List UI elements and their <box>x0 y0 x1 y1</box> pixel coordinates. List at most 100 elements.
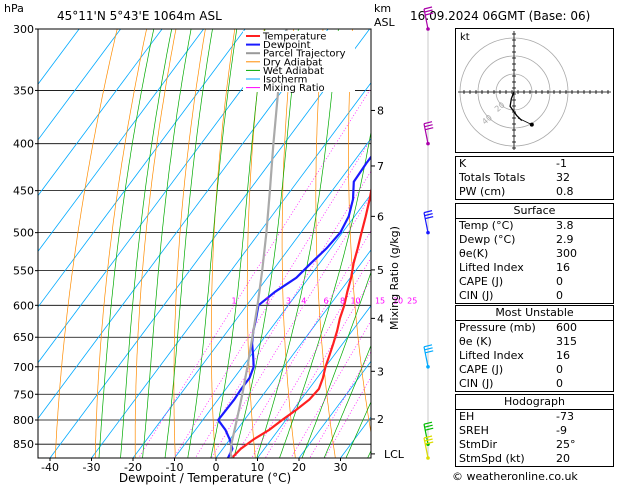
asl-label: ASL <box>374 16 396 29</box>
dry-adiabat-line <box>315 29 336 458</box>
temperature-tick-label: 30 <box>334 461 348 474</box>
stat-row: SREH -9 <box>456 424 613 438</box>
stat-row: CAPE (J) 0 <box>456 275 613 289</box>
wet-adiabat-line <box>164 29 213 458</box>
stat-label: Lifted Index <box>459 349 524 362</box>
stat-label: CAPE (J) <box>459 275 504 288</box>
temperature-tick-label: 20 <box>292 461 306 474</box>
legend-item-label: Dewpoint <box>263 40 311 51</box>
isotherm-line <box>38 29 121 141</box>
dry-adiabat-line <box>281 29 296 458</box>
mixing-ratio-line <box>290 320 371 458</box>
temperature-tick-label: 10 <box>251 461 265 474</box>
temperature-line <box>231 185 371 458</box>
hodograph-stats-title: Hodograph <box>504 395 565 408</box>
wet-adiabat-line <box>120 29 173 458</box>
isotherm-line <box>49 29 370 458</box>
pressure-tick-label: 300 <box>13 23 34 36</box>
stat-label: θe(K) <box>459 247 489 260</box>
mixing-ratio-line <box>138 87 371 458</box>
height-km-tick-label: 5 <box>377 264 384 277</box>
footer-credit[interactable]: © weatheronline.co.uk <box>452 470 578 483</box>
stat-value: 0.8 <box>556 185 574 198</box>
hodograph-trace <box>509 91 523 122</box>
pressure-tick-label: 550 <box>13 265 34 278</box>
stat-row: Pressure (mb) 600 <box>456 320 613 335</box>
mixing-ratio-label: 6 <box>324 296 329 305</box>
stat-row: CIN (J) 0 <box>456 289 613 303</box>
stat-row: PW (cm) 0.8 <box>456 185 613 199</box>
isotherm-line <box>298 360 371 458</box>
x-axis-label: Dewpoint / Temperature (°C) <box>119 471 291 485</box>
isotherm-line <box>38 29 204 252</box>
dewpoint-line <box>216 155 371 458</box>
stat-row: θe(K) 300 <box>456 247 613 261</box>
wet-adiabat-line <box>233 29 299 458</box>
legend-item-label: Isotherm <box>263 75 307 86</box>
stat-row: Lifted Index 16 <box>456 349 613 363</box>
stat-value: -73 <box>556 410 574 423</box>
pressure-tick-label: 650 <box>13 331 34 344</box>
surface-panel: Surface Temp (°C) 3.8 Dewp (°C) 2.9 θe(K) 300… <box>455 203 614 304</box>
legend-item-label: Temperature <box>262 32 326 43</box>
isotherm-line <box>91 82 371 458</box>
pressure-tick-label: 800 <box>13 414 34 427</box>
stat-label: Pressure (mb) <box>459 321 536 334</box>
dry-adiabat-line <box>411 29 456 458</box>
isotherm-line <box>38 29 287 364</box>
mixing-ratio-label: 1 <box>232 296 237 305</box>
stat-row: Lifted Index 16 <box>456 261 613 275</box>
stat-value: 0 <box>556 363 563 376</box>
dry-adiabat-line <box>134 29 177 458</box>
stat-value: 16 <box>556 261 570 274</box>
isotherm-line <box>38 29 246 308</box>
hodograph-stats-panel: Hodograph EH -73 SREH -9 StmDir 25° StmSpd (kt… <box>455 394 614 467</box>
stat-row: θe (K) 315 <box>456 335 613 349</box>
most-unstable-panel: Most Unstable Pressure (mb) 600 θe (K) 315 L… <box>455 305 614 392</box>
wet-adiabat-line <box>345 401 371 458</box>
dry-adiabat-line <box>54 29 118 458</box>
stat-label: Lifted Index <box>459 261 524 274</box>
stat-value: 2.9 <box>556 233 574 246</box>
mixing-ratio-line <box>234 230 371 458</box>
temperature-tick-label: -30 <box>83 461 101 474</box>
mixing-ratio-label: 3 <box>286 296 291 305</box>
stat-value: 0 <box>556 275 563 288</box>
stat-value: -9 <box>556 424 567 437</box>
legend-item-label: Parcel Trajectory <box>263 49 346 60</box>
stat-label: K <box>459 157 467 170</box>
stat-value: -1 <box>556 157 567 170</box>
parcel-trajectory-line <box>229 29 288 458</box>
stat-label: Dewp (°C) <box>459 233 516 246</box>
dry-adiabat-line <box>246 29 265 458</box>
wet-adiabat-line <box>210 29 266 458</box>
wet-adiabat-line <box>301 270 371 458</box>
dry-adiabat-line <box>94 29 147 458</box>
surface-title: Surface <box>513 204 556 217</box>
km-label: km <box>374 2 391 15</box>
height-km-tick-label: 6 <box>377 210 384 223</box>
legend-box <box>243 31 355 92</box>
stat-label: SREH <box>459 424 489 437</box>
mixing-ratio-axis-label: Mixing Ratio (g/kg) <box>388 226 401 330</box>
stat-row: K -1 <box>456 157 613 171</box>
mixing-ratio-label: 2 <box>265 296 270 305</box>
mixing-ratio-line <box>173 138 371 458</box>
stat-value: 20 <box>556 452 570 465</box>
hodograph-ring-label: 20 <box>493 100 507 113</box>
pressure-tick-label: 400 <box>13 138 34 151</box>
dry-adiabat-line <box>173 29 206 458</box>
temperature-tick-label: -20 <box>124 461 142 474</box>
stat-label: EH <box>459 410 475 423</box>
pressure-tick-label: 450 <box>13 185 34 198</box>
mixing-ratio-label: 8 <box>340 296 345 305</box>
stat-row: CIN (J) 0 <box>456 377 613 391</box>
height-km-tick-label: 3 <box>377 365 384 378</box>
stat-label: CIN (J) <box>459 377 494 390</box>
hodograph-kt-label: kt <box>460 32 470 43</box>
stat-label: CIN (J) <box>459 289 494 302</box>
isotherm-line <box>174 193 371 458</box>
wet-adiabat-line <box>323 344 371 458</box>
temperature-tick-label: -40 <box>41 461 59 474</box>
